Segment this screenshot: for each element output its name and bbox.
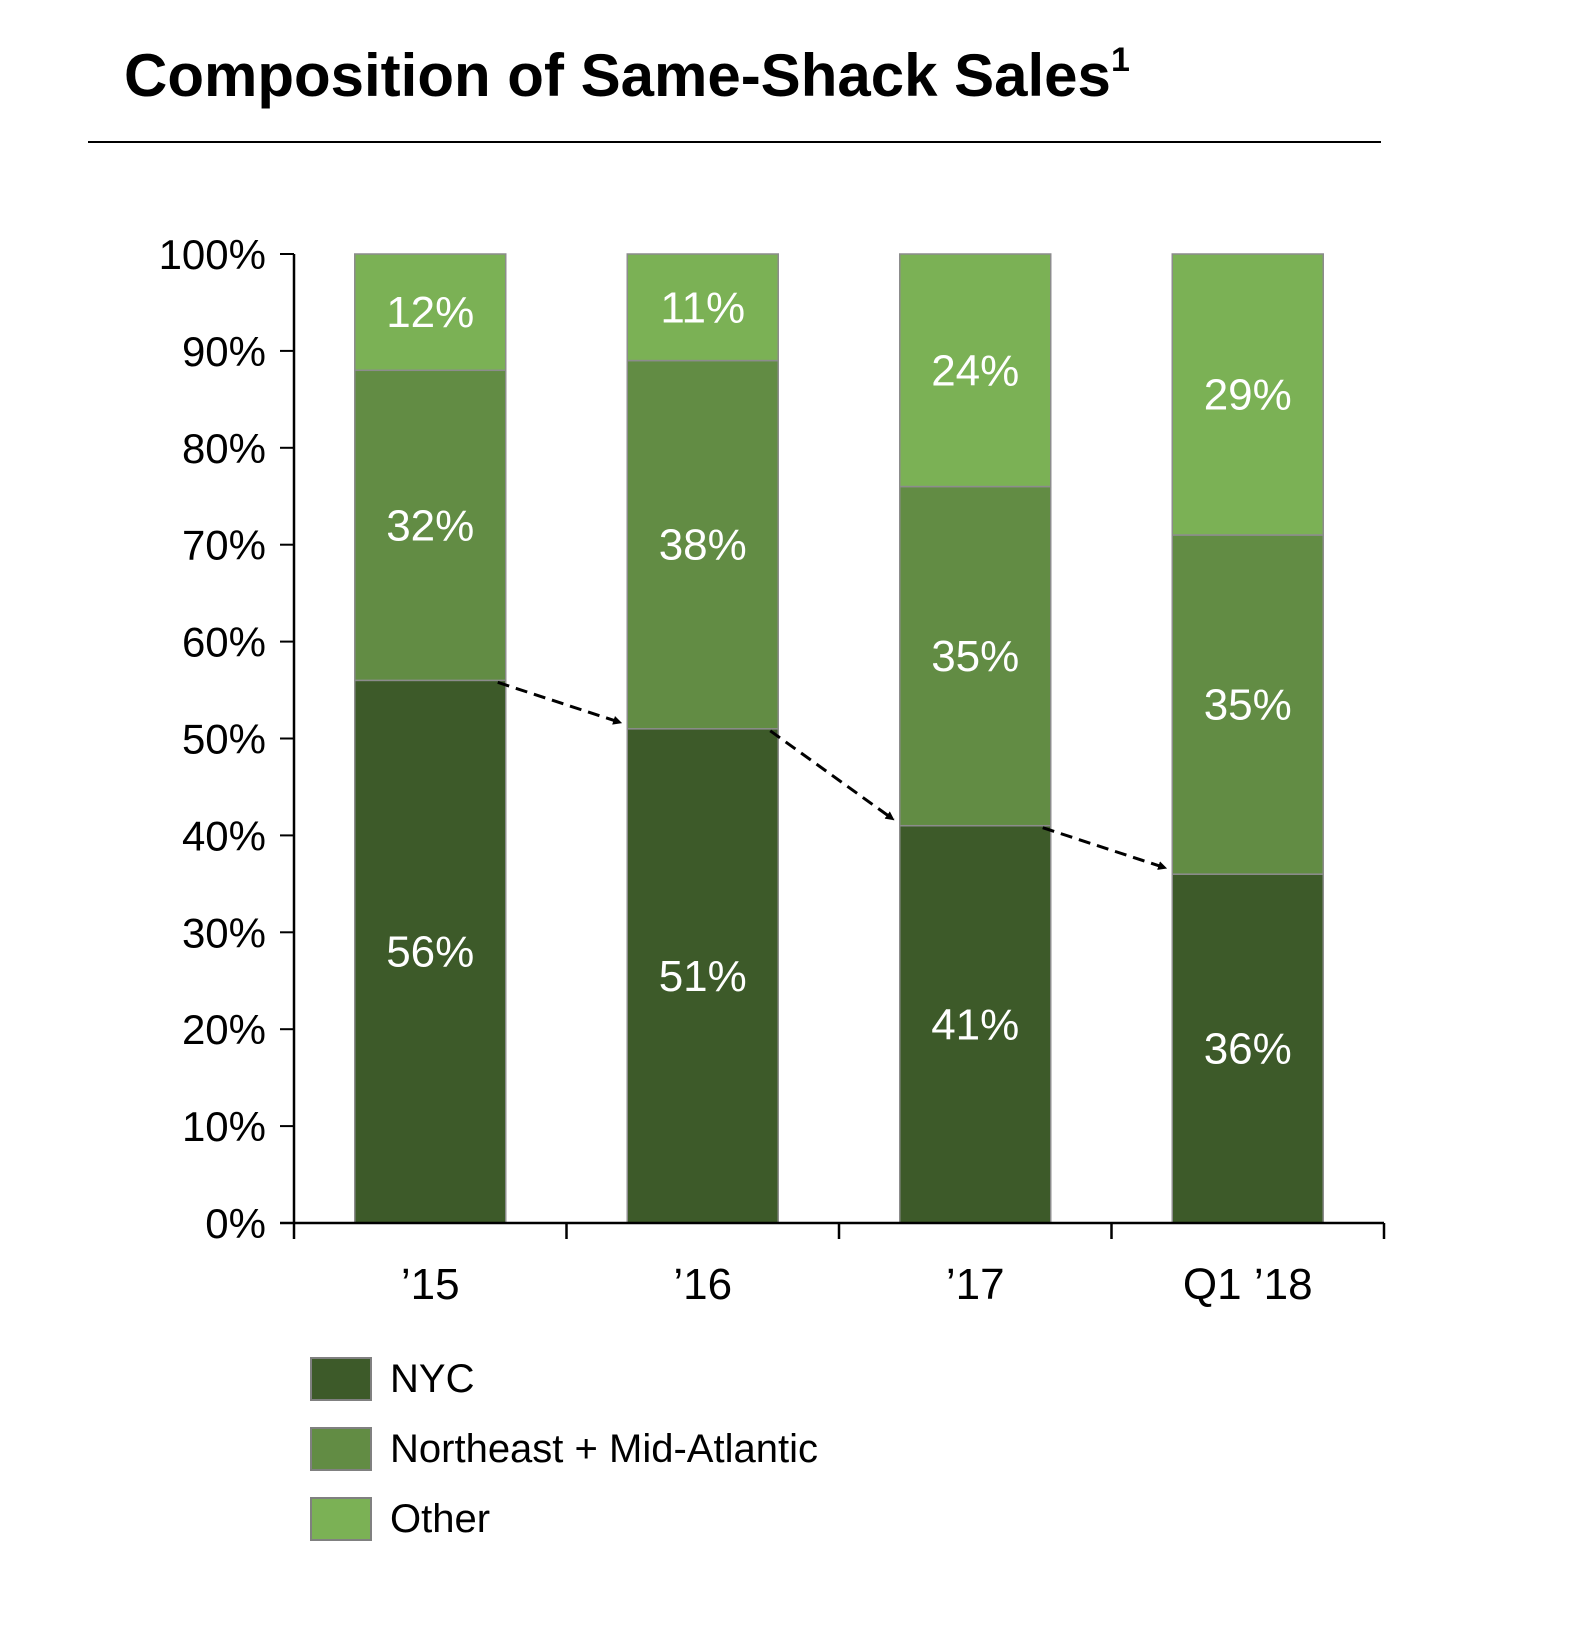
bar-segment — [354, 369, 507, 682]
bar-value-label: 35% — [931, 632, 1019, 681]
y-tick-label: 100% — [159, 231, 266, 278]
bar-segment — [354, 679, 507, 1224]
trend-arrow — [769, 729, 895, 821]
y-tick-label: 30% — [182, 909, 266, 956]
bar-value-label: 11% — [660, 283, 745, 332]
y-tick-label: 10% — [182, 1103, 266, 1150]
bar-value-label: 29% — [1204, 371, 1292, 420]
bar-value-label: 51% — [659, 952, 747, 1001]
bar-value-label: 24% — [931, 346, 1019, 395]
y-tick-label: 70% — [182, 522, 266, 569]
y-axis-ticks: 0% 10% 20% 30% 40% 50% 60% 70% 80% 90% 100% — [159, 231, 294, 1247]
title-footnote-marker: 1 — [1110, 41, 1130, 79]
bar-segment — [1171, 534, 1324, 875]
x-tick-label: ’17 — [946, 1260, 1005, 1309]
chart-title: Composition of Same-Shack Sales1 — [124, 40, 1130, 112]
y-tick-label: 20% — [182, 1006, 266, 1053]
y-tick-label: 60% — [182, 619, 266, 666]
axes-group — [280, 254, 1386, 1239]
legend-swatch-other — [310, 1497, 372, 1541]
bar-value-label: 35% — [1204, 681, 1292, 730]
x-tick-label: Q1 ’18 — [1183, 1260, 1313, 1309]
x-tick-label: ’15 — [401, 1260, 460, 1309]
bar-segment — [354, 253, 507, 372]
bars-group — [354, 253, 1324, 1224]
legend-item-northeast-mid-atlantic: Northeast + Mid-Atlantic — [310, 1414, 818, 1484]
legend-label-northeast-mid-atlantic: Northeast + Mid-Atlantic — [390, 1426, 818, 1471]
legend-swatch-nyc — [310, 1357, 372, 1401]
bar-segment — [1171, 253, 1324, 536]
bar-value-label: 12% — [386, 288, 474, 337]
x-tick-label: ’16 — [673, 1260, 732, 1309]
y-tick-label: 0% — [205, 1200, 266, 1247]
bar-value-label: 56% — [386, 928, 474, 977]
bar-segment — [899, 253, 1052, 488]
y-tick-label: 80% — [182, 425, 266, 472]
bar-segment — [1171, 873, 1324, 1224]
y-tick-label: 50% — [182, 716, 266, 763]
legend: NYC Northeast + Mid-Atlantic Other — [310, 1344, 818, 1554]
bar-value-label: 32% — [386, 501, 474, 550]
bar-segment — [899, 824, 1052, 1224]
title-divider — [88, 141, 1381, 143]
legend-item-nyc: NYC — [310, 1344, 818, 1414]
chart-title-text: Composition of Same-Shack Sales — [124, 42, 1111, 109]
legend-label-nyc: NYC — [390, 1356, 475, 1401]
legend-label-other: Other — [390, 1496, 491, 1541]
bar-value-label: 41% — [931, 1000, 1019, 1049]
bar-segment — [626, 253, 779, 362]
y-tick-label: 90% — [182, 328, 266, 375]
bar-value-label: 36% — [1204, 1025, 1292, 1074]
legend-item-other: Other — [310, 1484, 818, 1554]
bar-labels-group: 56% 32% 12% 51% 38% 11% 41% 35% 24% 36% 35% 29% — [386, 283, 1292, 1073]
y-tick-label: 40% — [182, 812, 266, 859]
bar-segment — [899, 485, 1052, 827]
legend-swatch-northeast-mid-atlantic — [310, 1427, 372, 1471]
trend-arrow — [497, 680, 623, 725]
trend-arrow — [1042, 826, 1168, 870]
bar-segment — [626, 728, 779, 1224]
trend-arrows-group — [497, 680, 1168, 870]
x-axis-labels: ’15 ’16 ’17 Q1 ’18 — [401, 1260, 1313, 1309]
bar-value-label: 38% — [659, 521, 747, 570]
